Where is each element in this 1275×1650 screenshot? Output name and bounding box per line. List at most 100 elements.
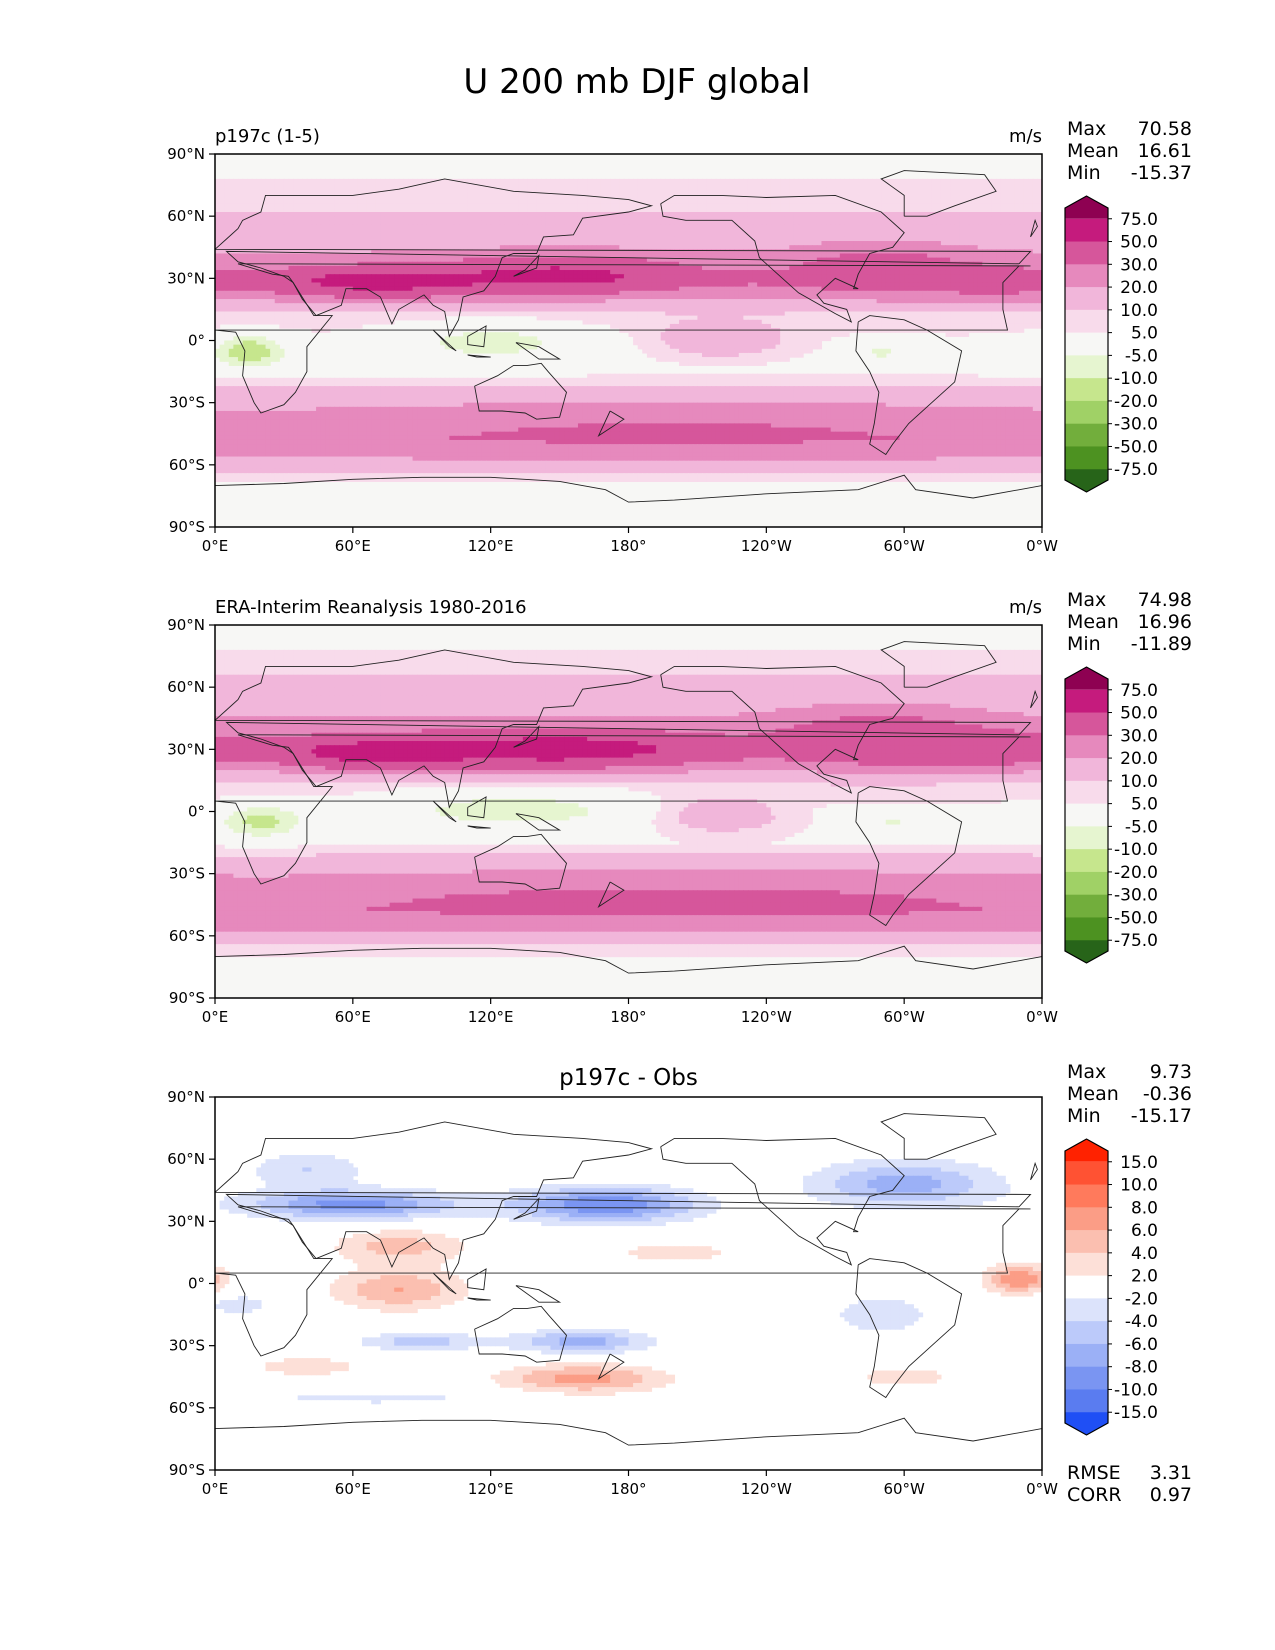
contour-cell [605, 265, 611, 271]
contour-cell [894, 265, 901, 271]
contour-cell [247, 224, 253, 230]
contour-cell [311, 183, 317, 188]
contour-cell [458, 199, 464, 205]
contour-cell [311, 228, 317, 234]
contour-cell [532, 241, 538, 246]
contour-cell [1014, 286, 1020, 292]
contour-cell [375, 203, 381, 209]
contour-cell [660, 282, 666, 288]
contour-cell [467, 236, 473, 242]
contour-cell [486, 249, 492, 255]
contour-cell [320, 278, 326, 284]
contour-cell [435, 282, 441, 288]
contour-cell [1032, 245, 1038, 250]
contour-cell [1019, 278, 1025, 284]
contour-cell [720, 191, 726, 197]
contour-cell [435, 249, 441, 255]
contour-cell [1000, 224, 1006, 230]
contour-cell [839, 261, 846, 267]
contour-cell [509, 245, 515, 250]
contour-cell [766, 203, 772, 209]
contour-cell [260, 278, 267, 284]
contour-cell [343, 187, 349, 192]
contour-cell [991, 224, 997, 230]
contour-cell [674, 178, 680, 184]
contour-cell [559, 191, 565, 197]
contour-cell [757, 183, 763, 188]
contour-cell [702, 232, 708, 238]
contour-cell [894, 178, 901, 184]
contour-cell [1000, 199, 1006, 205]
contour-cell [440, 265, 446, 271]
contour-cell [316, 178, 322, 184]
contour-cell [867, 249, 873, 255]
contour-cell [591, 274, 597, 279]
contour-cell [320, 290, 326, 296]
contour-cell [398, 203, 404, 209]
contour-cell [890, 278, 896, 284]
contour-cell [651, 220, 657, 226]
contour-cell [816, 253, 823, 259]
contour-cell [853, 236, 859, 242]
contour-cell [734, 270, 740, 275]
contour-cell [803, 199, 809, 205]
contour-cell [973, 203, 979, 209]
contour-cell [591, 241, 597, 246]
contour-cell [596, 249, 602, 255]
contour-cell [986, 216, 993, 221]
contour-cell [757, 212, 763, 217]
contour-cell [265, 282, 271, 288]
contour-cell [803, 228, 809, 234]
contour-cell [398, 191, 404, 197]
contour-cell [320, 203, 326, 209]
contour-cell [821, 207, 827, 213]
contour-cell [407, 257, 414, 263]
contour-cell [242, 257, 248, 263]
contour-cell [1019, 220, 1025, 226]
contour-cell [931, 274, 937, 279]
contour-cell [738, 216, 744, 221]
contour-cell [371, 195, 377, 201]
contour-cell [320, 207, 326, 213]
contour-cell [1037, 278, 1042, 284]
contour-cell [490, 290, 496, 296]
contour-cell [247, 195, 253, 201]
contour-cell [656, 236, 662, 242]
contour-cell [770, 253, 777, 259]
contour-cell [743, 199, 749, 205]
contour-cell [527, 270, 533, 275]
contour-cell [913, 199, 919, 205]
contour-cell [899, 224, 905, 230]
contour-cell [812, 290, 818, 296]
contour-cell [922, 236, 928, 242]
contour-cell [688, 286, 694, 292]
contour-cell [633, 195, 639, 201]
contour-cell [398, 207, 404, 213]
contour-cell [256, 278, 262, 284]
contour-cell [486, 286, 492, 292]
contour-cell [1037, 191, 1042, 197]
contour-cell [306, 178, 313, 184]
contour-cell [752, 290, 758, 296]
contour-cell [619, 249, 625, 255]
contour-cell [384, 241, 391, 246]
contour-cell [913, 207, 919, 213]
contour-cell [922, 257, 928, 263]
contour-cell [881, 199, 887, 205]
contour-cell [881, 203, 887, 209]
contour-cell [674, 187, 680, 192]
contour-cell [458, 228, 464, 234]
contour-cell [775, 207, 781, 213]
contour-cell [761, 253, 767, 259]
contour-cell [430, 232, 437, 238]
contour-cell [504, 282, 510, 288]
contour-cell [582, 199, 588, 205]
contour-cell [757, 228, 763, 234]
contour-cell [316, 236, 322, 242]
contour-cell [1014, 241, 1020, 246]
contour-cell [412, 282, 418, 288]
contour-cell [237, 216, 244, 221]
contour-cell [908, 282, 914, 288]
contour-cell [430, 224, 437, 230]
contour-cell [702, 216, 708, 221]
